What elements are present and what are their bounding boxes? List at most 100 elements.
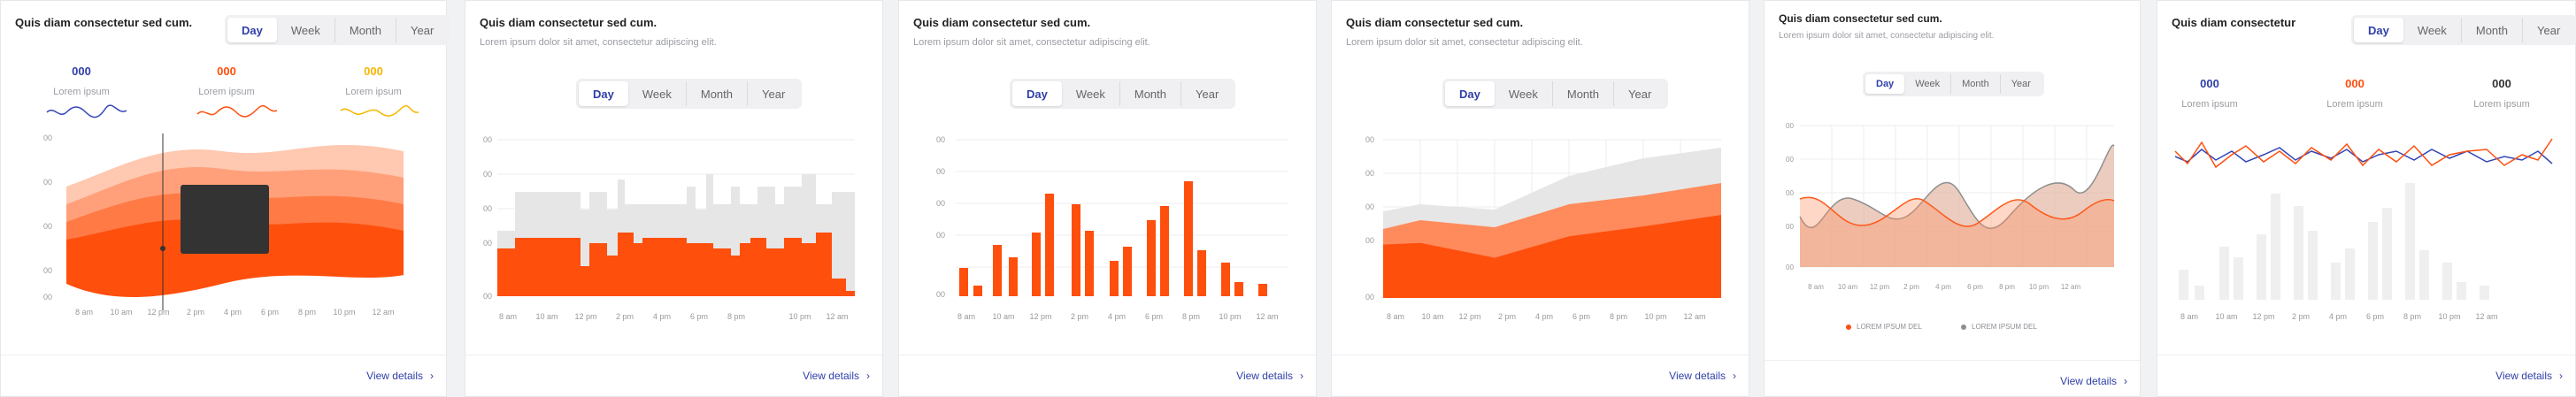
tab-month[interactable]: Month [685,81,747,106]
orange-wave-line [1799,196,2115,227]
tab-month[interactable]: Month [1551,81,1613,106]
y-tick-label: 00 [43,222,52,231]
view-details-link[interactable]: View details › [366,370,434,382]
x-tick-label: 10 am [535,312,557,321]
tab-month[interactable]: Month [1119,81,1180,106]
bar [2271,194,2280,300]
tab-day[interactable]: Day [579,81,628,106]
tab-month[interactable]: Month [334,18,396,42]
tab-year[interactable]: Year [1613,81,1665,106]
tab-week[interactable]: Week [1508,87,1538,101]
chevron-right-icon: › [866,370,870,382]
y-tick-label: 00 [1365,293,1374,302]
tab-year[interactable]: Year [396,18,448,42]
x-tick-label: 10 pm [2029,283,2049,291]
x-tick-label: 2 pm [187,308,204,317]
bar [1221,263,1230,296]
stat-item: 000 Lorem ipsum [178,65,275,97]
y-axis-labels: 00 00 00 00 00 [483,135,492,301]
card-title: Quis diam consectetur sed cum. [1346,16,1524,29]
x-tick-label: 10 pm [1644,312,1666,321]
bar [2294,206,2303,300]
x-tick-label: 4 pm [224,308,242,317]
x-tick-label: 8 pm [2403,312,2421,321]
view-details-link[interactable]: View details › [2060,375,2127,387]
view-details-link[interactable]: View details › [1236,370,1303,382]
card-step-bar-chart: Quis diam consectetur sed cum. Lorem ips… [465,0,883,397]
tab-year[interactable]: Year [1180,81,1233,106]
x-tick-label: 8 pm [1610,312,1627,321]
tab-day[interactable]: Day [1865,74,1905,94]
period-selector: Day Week Month Year [1010,79,1236,109]
bars [2179,183,2489,300]
sparklines [46,104,419,118]
tab-year[interactable]: Year [1999,74,2042,94]
tab-day[interactable]: Day [1012,81,1062,106]
x-tick-label: 10 pm [2438,312,2460,321]
stat-value: 000 [217,65,236,78]
x-tick-label: 10 am [1421,312,1443,321]
stat-label: Lorem ipsum [2326,99,2383,110]
area-orange [1383,215,1721,299]
tab-year[interactable]: Year [747,81,799,106]
y-axis-labels: 00 00 00 00 00 [43,134,52,302]
x-tick-label: 2 pm [1498,312,1516,321]
y-tick-label: 00 [43,293,52,302]
bar [1110,261,1119,296]
x-axis-labels: 8 am 10 am 12 pm 2 pm 4 pm 6 pm 8 pm 10 … [957,312,1279,321]
view-details-link[interactable]: View details › [1669,370,1736,382]
x-tick-label: 10 am [992,312,1014,321]
x-tick-label: 10 pm [788,312,811,321]
view-details-link[interactable]: View details › [2495,370,2563,382]
tab-day[interactable]: Day [2354,18,2403,42]
orange-wave-area [1800,197,2114,267]
stat-label: Lorem ipsum [345,87,402,97]
tab-year[interactable]: Year [2522,18,2574,42]
x-tick-label: 4 pm [653,312,671,321]
tab-week[interactable]: Week [642,87,672,101]
tab-month[interactable]: Month [1950,74,2000,94]
bar [973,286,982,296]
stacked-area-chart: 00 00 00 00 00 8 am 10 am 12 pm 2 pm 4 p… [1365,135,1721,321]
stat-label: Lorem ipsum [198,87,255,97]
card-subtitle: Lorem ipsum dolor sit amet, consectetur … [1346,37,1583,48]
x-tick-label: 10 am [2215,312,2237,321]
x-tick-label: 12 pm [1458,312,1480,321]
chevron-right-icon: › [1733,370,1736,382]
x-tick-label: 12 pm [574,312,596,321]
y-tick-label: 00 [483,292,492,301]
card-wave-chart: Quis diam consectetur sed cum. Lorem ips… [1764,0,2141,397]
y-tick-label: 00 [43,134,52,142]
tab-week[interactable]: Week [1915,79,1941,89]
y-axis-labels: 00 00 00 00 00 [936,135,945,299]
orange-line [2174,138,2553,169]
view-details-label: View details [1236,370,1293,382]
x-tick-label: 12 pm [1029,312,1051,321]
tab-week[interactable]: Week [1075,87,1105,101]
tab-day[interactable]: Day [1445,81,1495,106]
y-tick-label: 00 [1786,156,1794,164]
x-tick-label: 2 pm [2292,312,2310,321]
bar [2195,286,2204,300]
tab-week[interactable]: Week [290,23,320,37]
bars [959,181,1267,296]
x-tick-label: 10 am [110,308,132,317]
x-tick-label: 6 pm [261,308,279,317]
view-details-label: View details [2060,375,2117,387]
sparkline-blue [46,104,127,118]
tab-month[interactable]: Month [2460,18,2522,42]
x-tick-label: 12 am [2061,283,2081,291]
tab-day[interactable]: Day [227,18,277,42]
view-details-link[interactable]: View details › [803,370,870,382]
x-tick-label: 12 am [1256,312,1278,321]
crosshair-dot [160,246,165,251]
tab-week[interactable]: Week [2417,23,2447,37]
legend-dot-orange [1846,324,1851,330]
y-tick-label: 00 [1365,135,1374,144]
legend-label: LOREM IPSUM DEL [1857,323,1922,331]
bar [2257,234,2266,300]
bar [1032,233,1041,296]
x-tick-label: 8 pm [1182,312,1200,321]
x-tick-label: 6 pm [1967,283,1983,291]
legend-dot-grey [1961,324,1966,330]
